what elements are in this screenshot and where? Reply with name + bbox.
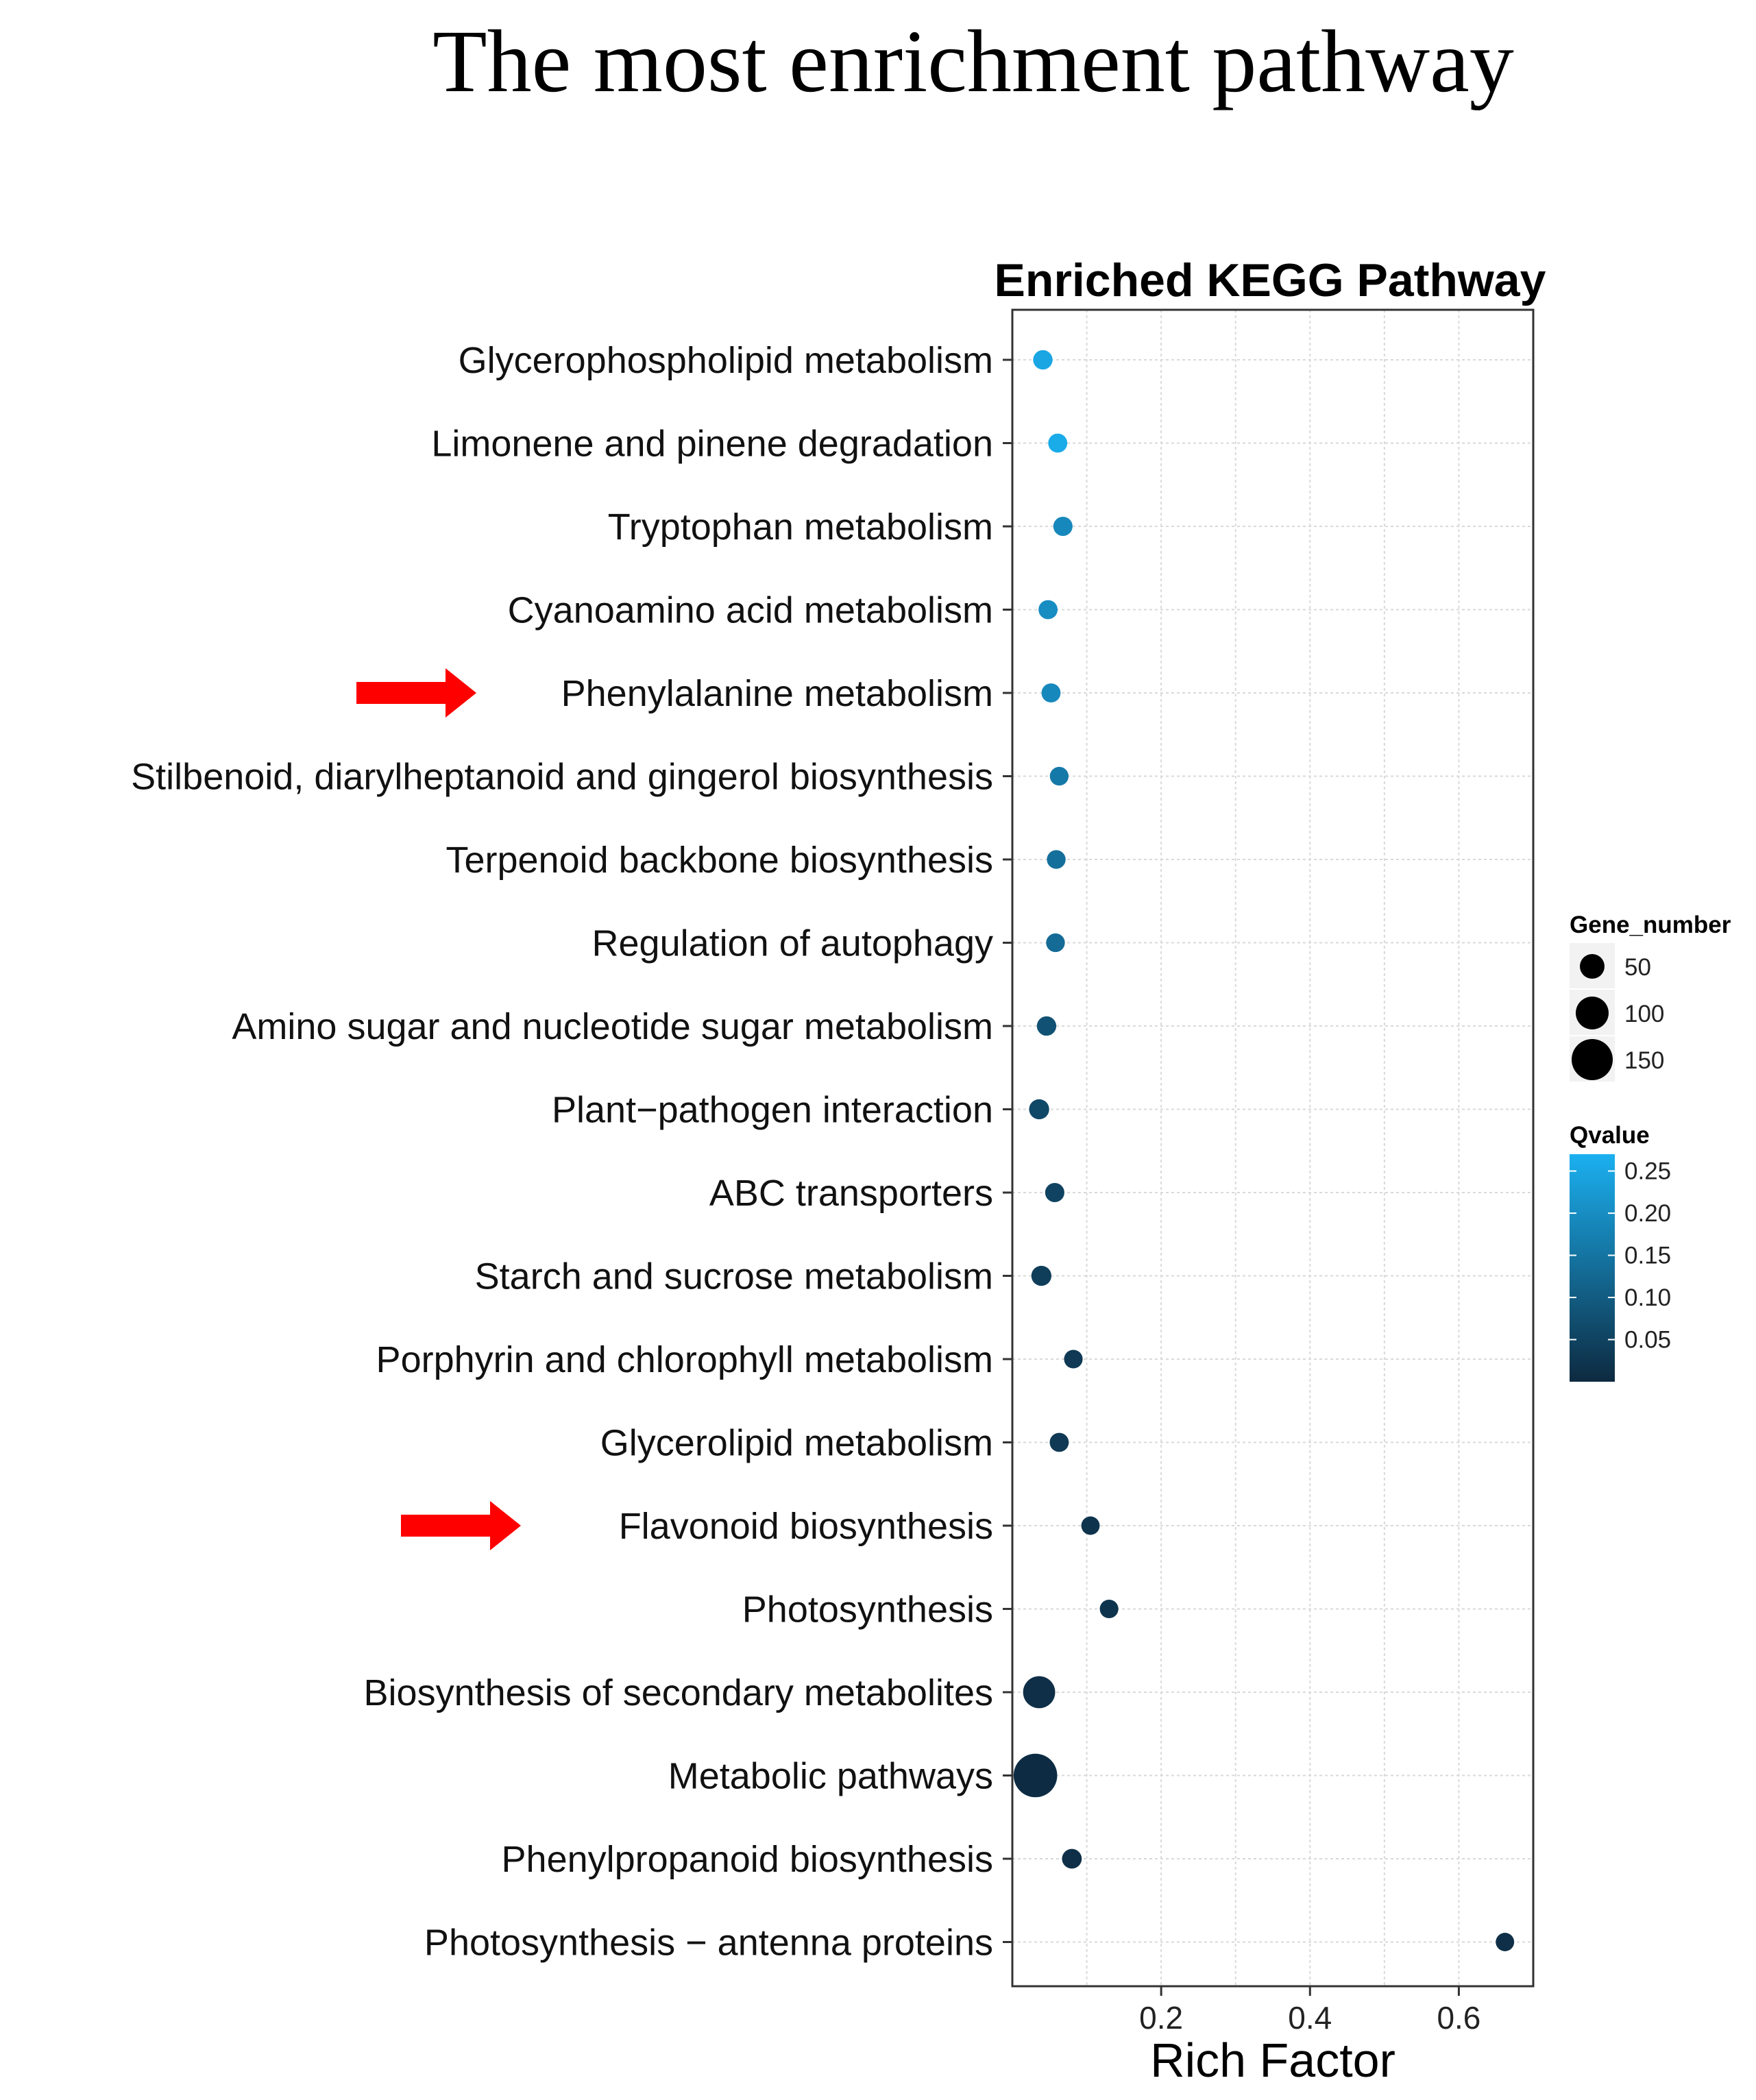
data-point [1013,1753,1058,1798]
legend-size-label: 150 [1624,1047,1664,1074]
y-tick-label: Metabolic pathways [668,1756,993,1797]
legend-gene-number: Gene_number 50 100 150 [1570,912,1731,1082]
data-point [1496,1933,1515,1951]
data-point [1081,1516,1100,1535]
colorbar-tick-label: 0.25 [1624,1158,1671,1185]
data-points [1013,350,1515,1951]
y-tick-label: Photosynthesis [742,1589,993,1631]
legend-size-dot [1580,954,1605,979]
data-point [1041,683,1061,703]
legend-size-dot [1576,997,1609,1029]
legend-size-label: 100 [1624,1001,1664,1027]
data-point [1023,1676,1056,1709]
data-point [1047,850,1066,869]
y-tick-label: Plant−pathogen interaction [552,1090,993,1131]
data-point [1029,1099,1049,1120]
page-heading: The most enrichment pathway [432,12,1514,111]
y-tick-label: Terpenoid backbone biosynthesis [446,840,993,881]
qvalue-colorbar [1570,1154,1615,1382]
x-tick-label: 0.4 [1288,2000,1332,2036]
y-tick-label: Glycerolipid metabolism [600,1423,993,1464]
y-tick-label: Glycerophospholipid metabolism [459,340,993,381]
data-point [1099,1599,1119,1619]
data-point [1062,1848,1082,1869]
y-tick-label: Regulation of autophagy [592,923,993,964]
y-tick-label: Limonene and pinene degradation [431,424,993,465]
data-point [1031,1265,1051,1286]
legend-size-dot [1572,1039,1613,1080]
y-axis-labels: Glycerophospholipid metabolism Limonene a… [131,340,993,1964]
highlight-arrow-icon [401,1501,521,1550]
x-tick-label: 0.6 [1437,2000,1480,2036]
y-tick-label: Tryptophan metabolism [608,506,993,548]
data-point [1053,516,1073,537]
colorbar-tick-label: 0.15 [1624,1243,1671,1269]
data-point [1033,350,1053,370]
legend-qvalue: Qvalue 0.25 0.20 0.15 0.10 0.05 [1570,1122,1671,1382]
plot-panel-border [1011,308,1535,1988]
y-tick-label: ABC transporters [709,1173,993,1214]
y-tick-label: Phenylalanine metabolism [561,673,993,714]
x-axis-ticks: 0.2 0.4 0.6 [1139,1986,1480,2036]
y-tick-label: Photosynthesis − antenna proteins [424,1922,993,1964]
highlight-arrow-icon [356,668,476,718]
x-axis-title: Rich Factor [1150,2034,1395,2087]
y-tick-label: Porphyrin and chlorophyll metabolism [376,1339,993,1380]
colorbar-tick-label: 0.10 [1624,1284,1671,1311]
y-tick-label: Flavonoid biosynthesis [619,1506,993,1547]
highlight-arrows [356,668,521,1550]
data-point [1045,1182,1064,1203]
data-point [1064,1350,1083,1369]
data-point [1046,933,1065,953]
data-point [1038,600,1058,620]
y-tick-label: Phenylpropanoid biosynthesis [502,1839,993,1880]
chart-title: Enriched KEGG Pathway [995,254,1546,306]
legend-size-title: Gene_number [1570,912,1731,938]
data-point [1036,1016,1057,1036]
colorbar-tick-label: 0.20 [1624,1200,1671,1227]
y-axis-ticks [1003,358,1012,1943]
grid-lines [1012,310,1533,1986]
y-tick-label: Amino sugar and nucleotide sugar metabol… [232,1006,993,1047]
colorbar-tick-label: 0.05 [1624,1327,1671,1354]
y-tick-label: Cyanoamino acid metabolism [508,590,993,631]
y-tick-label: Starch and sucrose metabolism [475,1256,993,1297]
data-point [1049,1432,1069,1452]
legend-color-title: Qvalue [1570,1122,1650,1149]
data-point [1049,766,1069,786]
data-point [1048,433,1068,453]
x-tick-label: 0.2 [1139,2000,1183,2036]
y-tick-label: Biosynthesis of secondary metabolites [364,1672,993,1713]
legend-size-label: 50 [1624,954,1651,981]
y-tick-label: Stilbenoid, diarylheptanoid and gingerol… [131,757,993,798]
